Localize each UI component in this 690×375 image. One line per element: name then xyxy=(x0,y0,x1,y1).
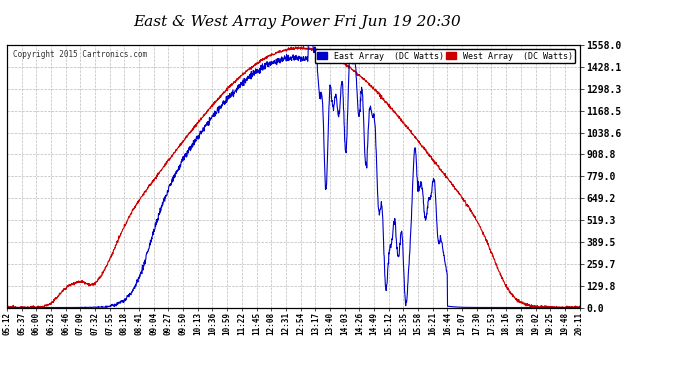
Text: East & West Array Power Fri Jun 19 20:30: East & West Array Power Fri Jun 19 20:30 xyxy=(132,15,461,29)
Text: Copyright 2015 Cartronics.com: Copyright 2015 Cartronics.com xyxy=(12,50,147,59)
Legend: East Array  (DC Watts), West Array  (DC Watts): East Array (DC Watts), West Array (DC Wa… xyxy=(315,49,575,63)
